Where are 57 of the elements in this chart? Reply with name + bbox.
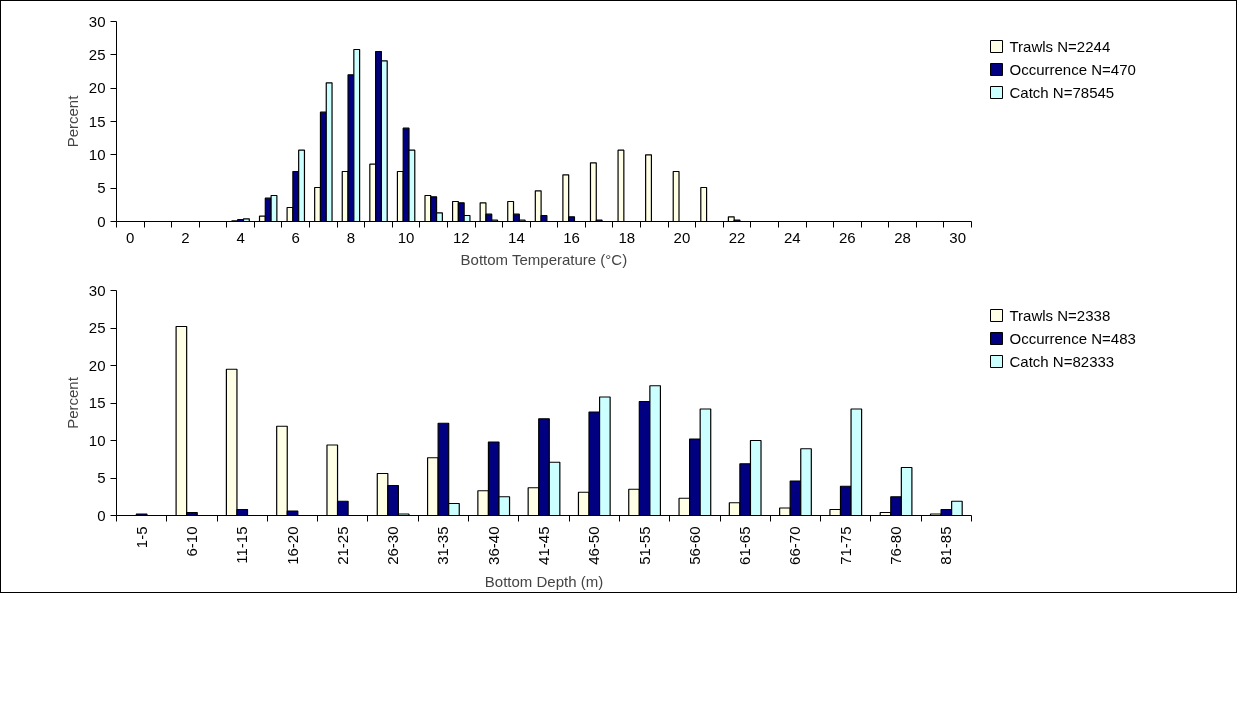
x-tick-label: 76-80 — [887, 526, 905, 565]
x-tick-label: 46-50 — [585, 526, 603, 565]
x-tick-label: 16 — [563, 228, 580, 246]
y-tick-label: 20 — [88, 79, 106, 97]
legend-label: Trawls N=2338 — [1009, 307, 1111, 324]
x-tick-label: 22 — [728, 228, 746, 246]
x-tick-label: 36-40 — [484, 526, 502, 565]
legend-label: Occurrence N=470 — [1009, 61, 1136, 78]
legend-label: Catch N=78545 — [1009, 84, 1115, 101]
x-tick-label: 18 — [618, 228, 636, 246]
y-tick-label: 0 — [97, 212, 106, 230]
y-axis-title: Percent — [63, 94, 81, 148]
y-tick-label: 25 — [88, 319, 106, 336]
y-tick-label: 10 — [88, 145, 106, 163]
legend-label: Catch N=82333 — [1009, 353, 1115, 370]
x-tick-label: 12 — [452, 228, 470, 246]
y-tick-label: 25 — [88, 45, 106, 63]
y-tick-label: 5 — [97, 179, 106, 197]
x-tick-label: 56-60 — [685, 526, 703, 565]
y-tick-label: 20 — [88, 356, 106, 374]
y-tick-label: 30 — [88, 281, 106, 299]
x-tick-label: 6-10 — [182, 526, 200, 557]
x-tick-label: 30 — [949, 228, 967, 246]
y-tick-label: 15 — [88, 112, 106, 130]
x-tick-label: 4 — [236, 228, 245, 246]
x-tick-label: 21-25 — [333, 526, 351, 565]
y-tick-label: 5 — [97, 469, 106, 486]
x-tick-label: 71-75 — [836, 526, 854, 565]
x-tick-label: 10 — [397, 228, 415, 246]
x-tick-label: 61-65 — [736, 526, 754, 565]
legend-label: Trawls N=2244 — [1009, 38, 1111, 55]
x-tick-label: 66-70 — [786, 526, 804, 565]
x-tick-label: 14 — [508, 228, 525, 246]
y-tick-label: 0 — [97, 506, 106, 524]
y-tick-label: 15 — [88, 394, 106, 411]
x-tick-label: 20 — [673, 228, 691, 246]
x-tick-label: 8 — [346, 228, 356, 246]
y-axis-title: Percent — [63, 376, 81, 429]
y-tick-label: 10 — [88, 431, 106, 449]
x-tick-label: 6 — [291, 228, 300, 246]
x-tick-label: 26 — [839, 228, 856, 246]
x-tick-label: 2 — [181, 228, 190, 246]
x-tick-label: 1-5 — [132, 526, 150, 549]
x-tick-label: 41-45 — [535, 526, 552, 565]
x-tick-label: 0 — [126, 228, 135, 246]
y-tick-label: 30 — [88, 12, 106, 30]
x-axis-title: Bottom Depth (m) — [484, 572, 604, 590]
x-tick-label: 16-20 — [283, 526, 301, 565]
x-tick-label: 31-35 — [434, 526, 452, 565]
x-tick-label: 26-30 — [384, 526, 402, 565]
x-axis-title: Bottom Temperature (°C) — [460, 250, 628, 268]
x-tick-label: 81-85 — [937, 526, 955, 565]
x-tick-label: 24 — [783, 228, 801, 246]
x-tick-label: 11-15 — [233, 526, 251, 564]
x-tick-label: 51-55 — [635, 526, 653, 565]
x-tick-label: 28 — [894, 228, 911, 246]
legend-label: Occurrence N=483 — [1009, 330, 1136, 347]
